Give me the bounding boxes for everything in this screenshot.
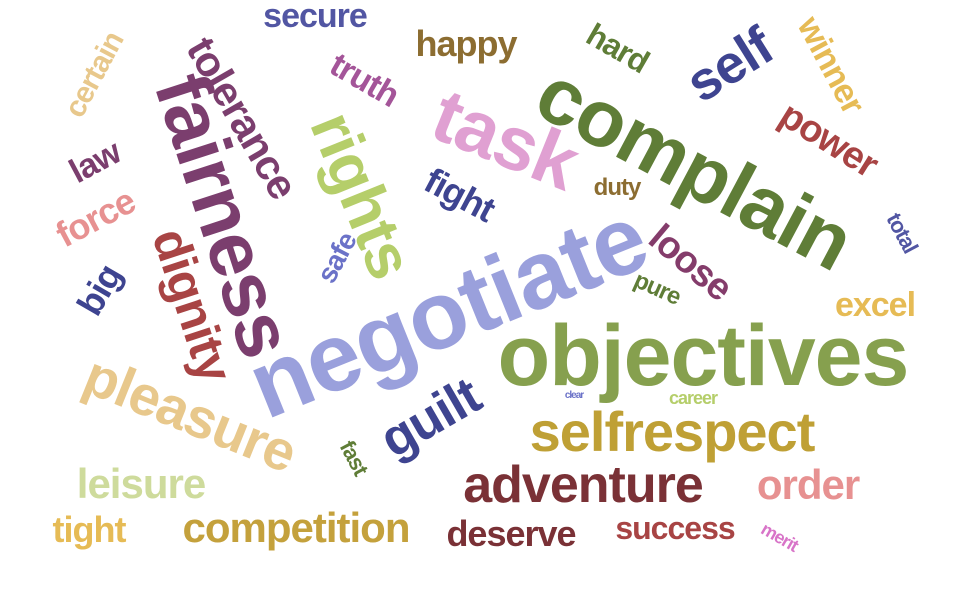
word-truth: truth [323,45,405,115]
word-objectives: objectives [497,308,910,404]
word-law: law [63,133,127,191]
word-career: career [668,388,718,408]
word-big: big [68,257,130,323]
word-fast: fast [335,436,374,480]
word-adventure: adventure [463,456,704,514]
word-certain: certain [58,26,131,123]
word-self: self [676,15,784,115]
word-deserve: deserve [446,513,576,554]
word-clear: clear [564,390,584,401]
word-secure: secure [263,0,368,35]
word-force: force [49,179,143,256]
word-competition: competition [182,504,411,551]
word-happy: happy [415,23,517,64]
word-total: total [881,208,924,257]
word-selfrespect: selfrespect [529,400,816,463]
word-merit: merit [758,518,802,556]
word-excel: excel [834,286,916,324]
word-order: order [756,461,860,508]
word-success: success [615,510,735,546]
word-leisure: leisure [76,460,206,507]
word-tight: tight [52,509,127,550]
word-duty: duty [593,174,642,201]
